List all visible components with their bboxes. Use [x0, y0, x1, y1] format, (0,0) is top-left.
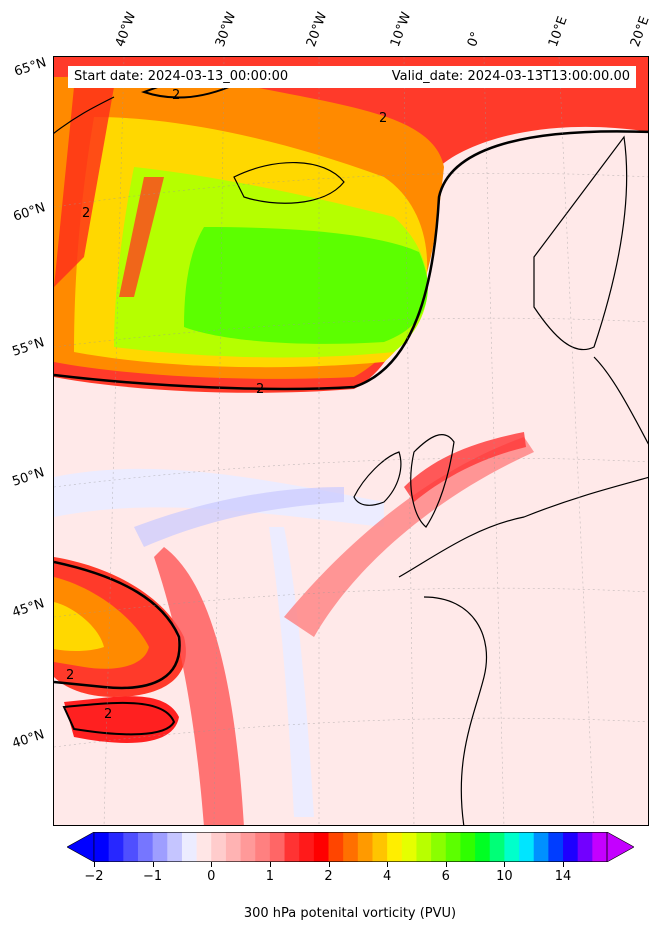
lat-label-65n: 65°N [12, 55, 49, 80]
colorbar-swatch [401, 832, 417, 862]
lon-label-0: 0° [464, 29, 485, 49]
colorbar-label: 300 hPa potenital vorticity (PVU) [243, 906, 457, 921]
colorbar-swatch [240, 832, 256, 862]
colorbar-swatch [563, 832, 579, 862]
colorbar-swatch [284, 832, 300, 862]
contour-label: 2 [66, 668, 74, 683]
colorbar-tick-mark [445, 862, 447, 867]
lat-label-55n: 55°N [10, 335, 47, 360]
colorbar-swatch [167, 832, 183, 862]
colorbar-tick-label: 2 [324, 869, 333, 884]
contour-label: 2 [104, 707, 112, 722]
contour-label: 2 [172, 88, 180, 103]
colorbar-tick-label: 4 [383, 869, 392, 884]
colorbar-swatch [387, 832, 403, 862]
colorbar-swatch [357, 832, 373, 862]
colorbar-swatch [475, 832, 491, 862]
colorbar-tick-label: −2 [84, 869, 104, 884]
colorbar-swatch [519, 832, 535, 862]
colorbar-swatch [328, 832, 344, 862]
contour-label: 2 [256, 382, 264, 397]
colorbar-tick-mark [563, 862, 565, 867]
colorbar-swatch [372, 832, 388, 862]
lon-label-20w: 20°W [303, 10, 331, 49]
colorbar-swatch [577, 832, 593, 862]
lon-label-10e: 10°E [545, 14, 571, 50]
lon-label-30w: 30°W [212, 10, 240, 49]
colorbar-under-triangle [67, 832, 95, 862]
colorbar-swatch [416, 832, 432, 862]
colorbar-tick-label: 14 [554, 869, 572, 884]
colorbar-swatch [196, 832, 212, 862]
colorbar-tick-label: −1 [143, 869, 163, 884]
colorbar-swatch [211, 832, 227, 862]
colorbar-swatch [269, 832, 286, 862]
colorbar-swatch [533, 832, 549, 862]
colorbar-tick-mark [328, 862, 330, 867]
colorbar-swatch [504, 832, 520, 862]
colorbar-tick-label: 1 [265, 869, 275, 884]
colorbar-swatch [445, 832, 461, 862]
colorbar-tick-mark [387, 862, 389, 867]
colorbar-swatch [489, 832, 505, 862]
lat-label-40n: 40°N [10, 727, 47, 752]
colorbar-swatch [548, 832, 564, 862]
lon-label-10w: 10°W [387, 10, 415, 49]
colorbar-swatch [431, 832, 447, 862]
colorbar-tick-mark [269, 862, 271, 867]
colorbar-over-triangle [606, 832, 634, 862]
colorbar-swatch [108, 832, 124, 862]
pv-map: 2 2 2 2 2 2 Start date: 2024-03-13_00:00… [53, 56, 649, 826]
colorbar-tick-label: 10 [496, 869, 513, 884]
lat-label-50n: 50°N [10, 465, 47, 490]
pv-map-canvas: 2 2 2 2 2 2 [54, 57, 648, 825]
colorbar-tick-mark [94, 862, 95, 867]
colorbar-tick-mark [152, 862, 154, 867]
colorbar-tick-label: 0 [207, 869, 216, 884]
colorbar-swatch [152, 832, 168, 862]
colorbar-swatch [460, 832, 476, 862]
contour-label: 2 [379, 111, 387, 126]
colorbar-tick-label: 6 [441, 869, 450, 884]
colorbar-swatch [343, 832, 359, 862]
lat-label-60n: 60°N [11, 200, 48, 225]
colorbar-swatch [313, 832, 330, 862]
colorbar-swatch [255, 832, 271, 862]
colorbar-frame [93, 832, 608, 862]
colorbar-swatch [225, 832, 242, 862]
colorbar-swatch [592, 832, 608, 862]
contour-label: 2 [82, 206, 90, 221]
colorbar [67, 832, 634, 862]
colorbar-swatch [137, 832, 154, 862]
date-header: Start date: 2024-03-13_00:00:00 Valid_da… [68, 66, 636, 88]
valid-date-text: Valid_date: 2024-03-13T13:00:00.00 [391, 69, 630, 84]
colorbar-swatch [123, 832, 139, 862]
colorbar-swatch [94, 832, 110, 862]
colorbar-swatch [299, 832, 315, 862]
colorbar-tick-mark [211, 862, 213, 867]
lat-label-45n: 45°N [10, 596, 47, 621]
start-date-text: Start date: 2024-03-13_00:00:00 [74, 69, 289, 84]
lon-label-40w: 40°W [112, 10, 140, 49]
lon-label-20e: 20°E [627, 14, 653, 50]
colorbar-swatch [181, 832, 198, 862]
colorbar-tick-mark [504, 862, 506, 867]
